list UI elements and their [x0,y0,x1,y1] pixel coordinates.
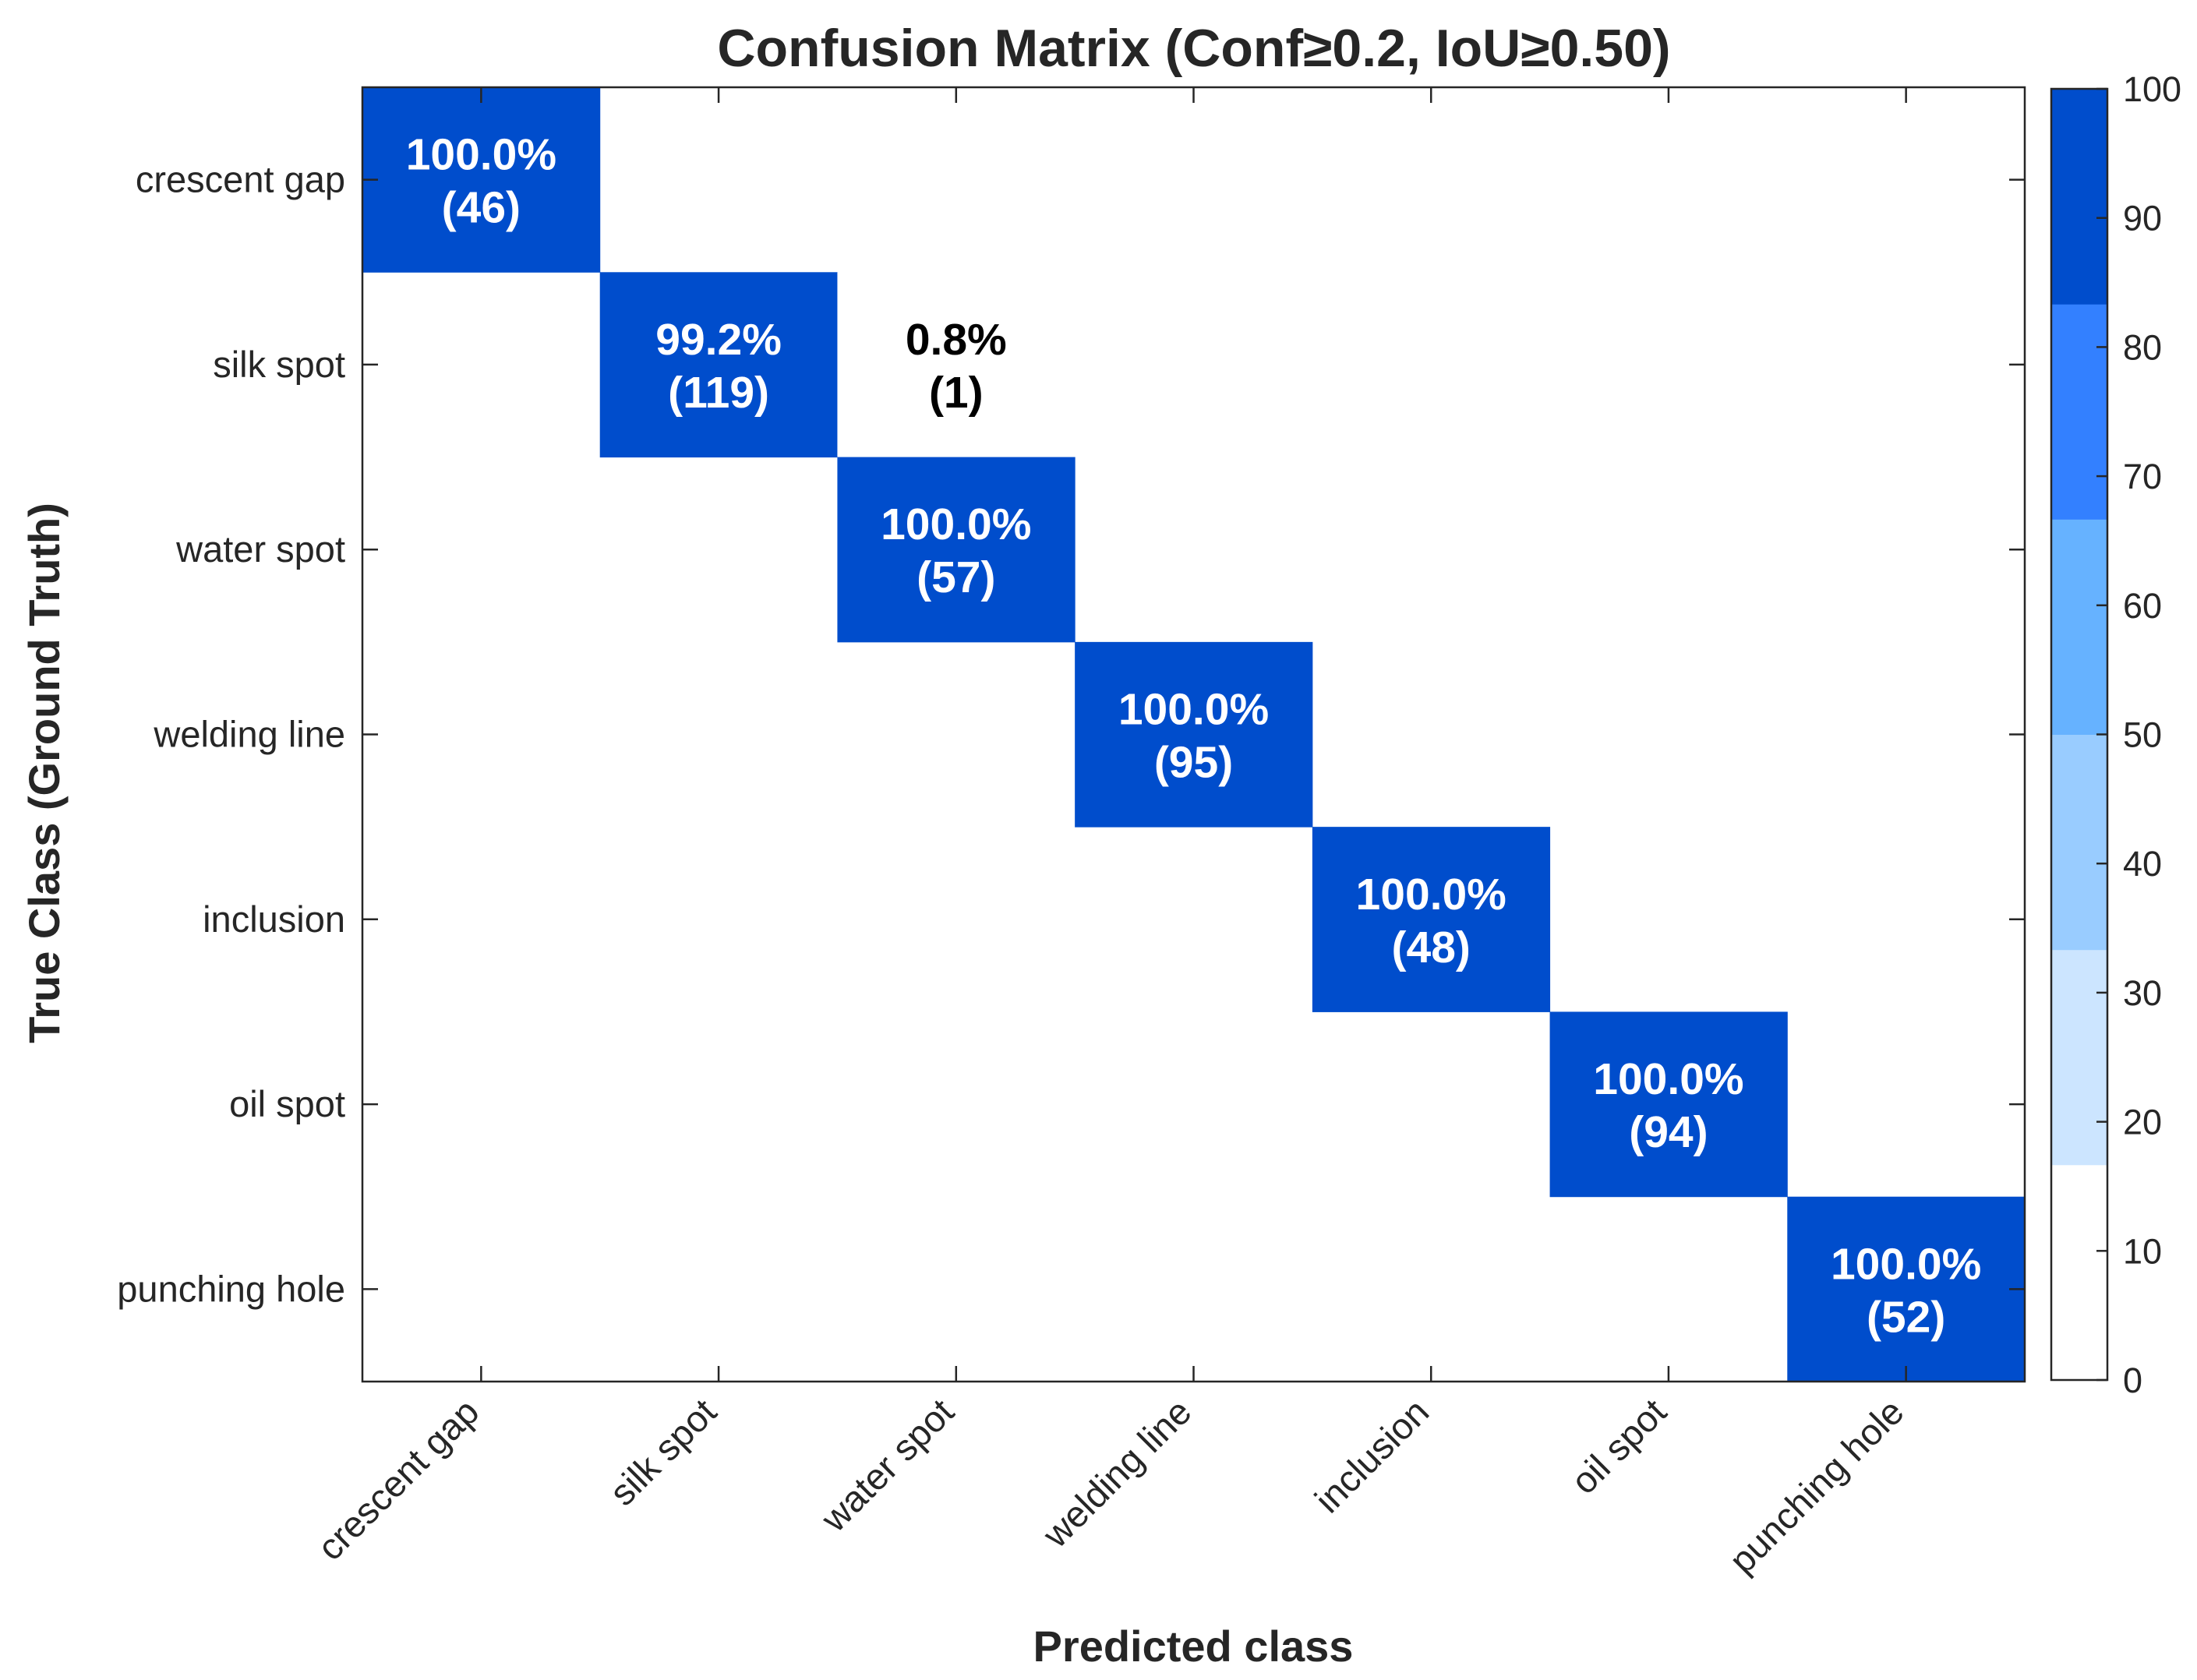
colorbar-band [2051,734,2107,951]
y-tick-label: oil spot [229,1083,345,1124]
cell-percent-label: 100.0% [1118,685,1269,735]
colorbar-band [2051,519,2107,735]
matrix-cell [1549,1011,1788,1198]
cell-percent-label: 100.0% [1356,870,1506,919]
x-tick-labels: crescent gap silk spot water spot welding l… [309,1391,1912,1581]
x-tick-label: silk spot [602,1391,725,1514]
y-tick-label: punching hole [117,1268,345,1309]
colorbar-tick-label: 100 [2123,69,2181,109]
matrix-cell [1312,827,1551,1012]
matrix-cell [362,87,601,273]
cell-count-label: (119) [668,368,769,418]
cell-percent-label: 100.0% [881,499,1031,549]
colorbar-tick-label: 30 [2123,973,2162,1013]
y-axis-title: True Class (Ground Truth) [19,503,69,1043]
matrix-cell [1787,1196,2026,1382]
colorbar-tick-label: 10 [2123,1231,2162,1271]
cell-count-label: (94) [1629,1107,1708,1157]
chart-title: Confusion Matrix (Conf≥0.2, IoU≥0.50) [717,19,1670,78]
cell-percent-label: 100.0% [406,130,556,180]
matrix-cell [837,272,1076,458]
cell-percent-label: 0.8% [906,315,1007,365]
cell-percent-label: 99.2% [655,315,782,365]
matrix-cell [599,272,838,458]
colorbar-tick-label: 0 [2123,1361,2142,1400]
colorbar-band [2051,1164,2107,1381]
cell-labels: 100.0%(46)99.2%(119)0.8%(1)100.0%(57)100… [406,130,1982,1343]
cell-count-label: (1) [929,368,984,418]
y-tick-label: welding line [153,714,345,755]
colorbar-band [2051,949,2107,1166]
y-tick-labels: crescent gap silk spot water spot welding l… [117,159,345,1310]
cell-count-label: (52) [1867,1292,1945,1342]
cell-count-label: (46) [442,183,521,233]
y-tick-label: water spot [175,528,345,570]
cell-count-label: (48) [1392,923,1471,972]
x-tick-label: crescent gap [309,1391,487,1569]
matrix-cell [1075,641,1313,828]
cell-count-label: (95) [1154,738,1233,788]
colorbar-band [2051,304,2107,520]
x-tick-label: oil spot [1563,1391,1674,1502]
colorbar-tick-label: 20 [2123,1103,2162,1142]
cell-percent-label: 100.0% [1593,1054,1743,1104]
axis-ticks [362,87,2025,1382]
colorbar-tick-label: 70 [2123,457,2162,496]
colorbar-tick-label: 60 [2123,586,2162,626]
cell-count-label: (57) [917,552,995,602]
y-tick-label: crescent gap [136,159,345,200]
colorbar-tick-label: 50 [2123,715,2162,755]
x-axis-title: Predicted class [1033,1622,1354,1671]
colorbar-band [2051,89,2107,305]
colorbar-tick-label: 80 [2123,327,2162,367]
colorbar: 0 10 20 30 40 50 60 70 80 90 100 [2050,69,2181,1400]
y-tick-label: silk spot [213,344,345,385]
x-tick-label: inclusion [1306,1391,1436,1521]
matrix-cells [362,87,2026,1382]
x-tick-label: punching hole [1721,1391,1911,1581]
colorbar-tick-label: 40 [2123,844,2162,884]
x-tick-label: water spot [812,1391,962,1541]
y-tick-label: inclusion [203,898,345,940]
cell-percent-label: 100.0% [1831,1239,1981,1289]
matrix-cell [837,457,1076,643]
x-tick-label: welding line [1034,1391,1199,1556]
colorbar-tick-label: 90 [2123,199,2162,238]
